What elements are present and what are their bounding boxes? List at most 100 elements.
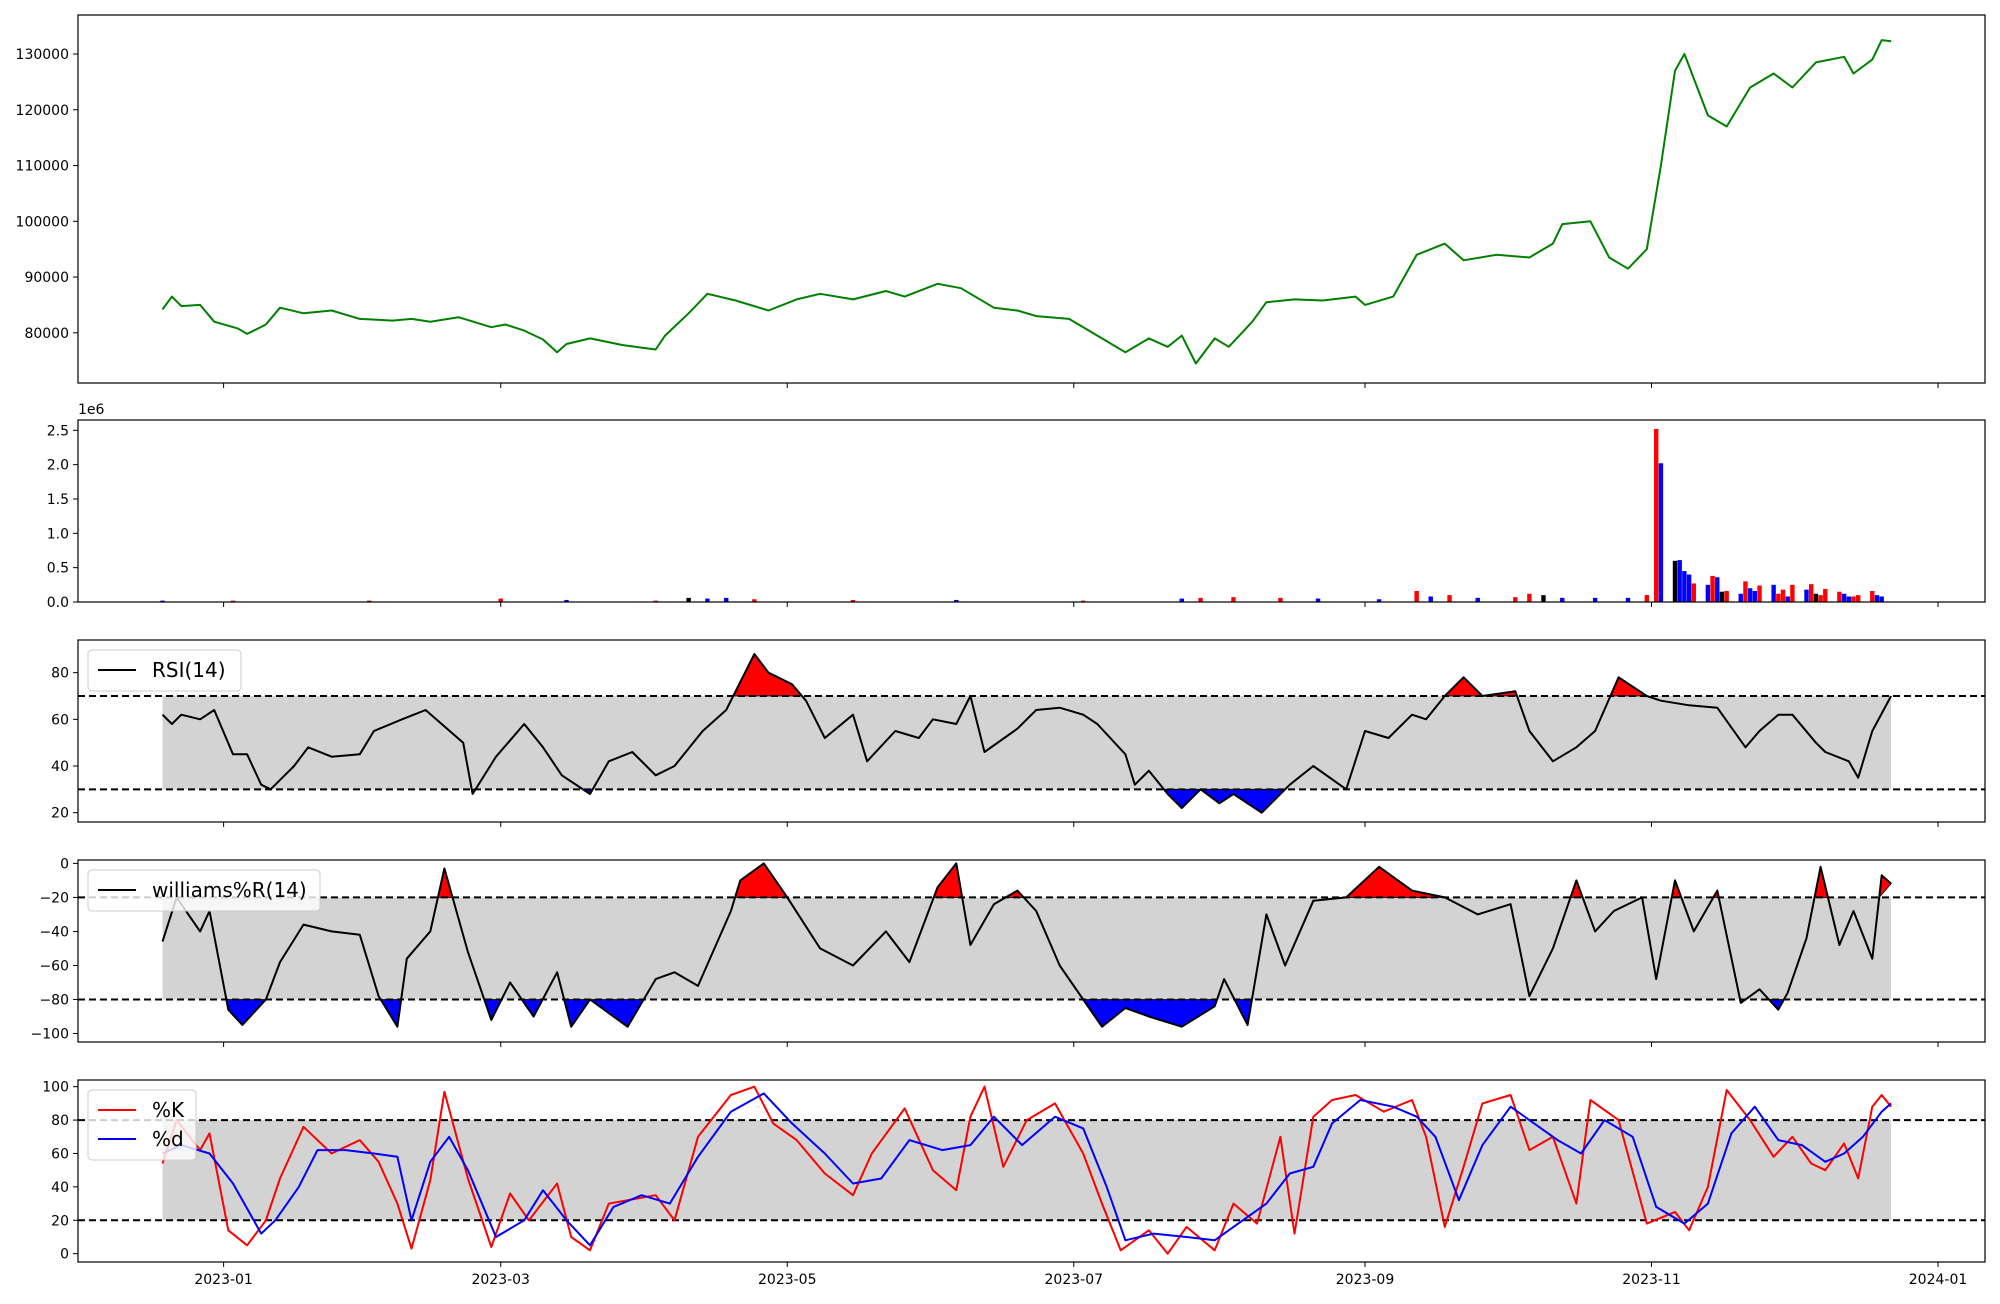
volume-bar bbox=[1691, 583, 1696, 602]
volume-bar bbox=[1475, 597, 1480, 602]
legend: williams%R(14) bbox=[87, 869, 321, 912]
volume-bar bbox=[1560, 597, 1565, 602]
x-tick-label: 2023-11 bbox=[1622, 1272, 1681, 1288]
legend-box bbox=[87, 869, 321, 912]
y-tick-label: 120000 bbox=[16, 103, 69, 119]
legend-box bbox=[87, 1089, 197, 1161]
volume-bar bbox=[1447, 595, 1452, 602]
volume-bar bbox=[653, 600, 658, 602]
series-line bbox=[161, 1085, 1892, 1255]
volume-bar bbox=[1771, 584, 1776, 602]
y-tick-label: −80 bbox=[39, 992, 69, 1008]
volume-bar bbox=[1705, 584, 1711, 602]
legend-label: %K bbox=[152, 1098, 185, 1122]
series-line bbox=[161, 653, 1892, 814]
x-tick-label: 2023-09 bbox=[1336, 1272, 1395, 1288]
y-tick-label: 60 bbox=[51, 712, 69, 728]
y-tick-label: −40 bbox=[39, 924, 69, 940]
volume-bar bbox=[1428, 596, 1433, 602]
overbought-fill bbox=[734, 862, 789, 898]
y-tick-label: 40 bbox=[51, 1180, 69, 1196]
legend: %K %d bbox=[87, 1089, 197, 1161]
volume-bar bbox=[1752, 591, 1758, 602]
x-tick-label: 2023-05 bbox=[758, 1272, 817, 1288]
legend-label: %d bbox=[152, 1127, 184, 1151]
oversold-fill bbox=[1082, 999, 1218, 1028]
x-tick-label: 2023-07 bbox=[1045, 1272, 1104, 1288]
y-tick-label: 60 bbox=[51, 1146, 69, 1162]
y-tick-label: 40 bbox=[51, 759, 69, 775]
oversold-fill bbox=[1163, 788, 1202, 809]
y-tick-label: 100 bbox=[42, 1080, 69, 1096]
volume-bar bbox=[1654, 428, 1659, 602]
y-tick-label: 2.5 bbox=[47, 423, 69, 439]
volume-bar bbox=[1414, 591, 1419, 602]
volume-bar bbox=[1278, 597, 1283, 602]
volume-bar bbox=[1780, 589, 1786, 602]
volume-bar bbox=[723, 597, 729, 602]
neutral-band bbox=[162, 1120, 1892, 1221]
volume-bar bbox=[1785, 596, 1790, 602]
neutral-band bbox=[162, 696, 1892, 790]
legend-label: williams%R(14) bbox=[152, 878, 307, 902]
volume-bar bbox=[752, 599, 757, 602]
volume-bar bbox=[1080, 600, 1086, 602]
panel-williams: −100 −80 −60 −40 −20 0 williams%R(14) bbox=[31, 856, 1986, 1047]
volume-bar bbox=[367, 600, 372, 602]
y-tick-label: 0 bbox=[60, 1247, 69, 1263]
volume-bar bbox=[1724, 591, 1729, 602]
axes-frame bbox=[77, 14, 1986, 384]
y-tick-label: 0.0 bbox=[47, 595, 69, 611]
neutral-band bbox=[162, 897, 1892, 1000]
volume-bar bbox=[1790, 584, 1795, 602]
y-tick-label: 130000 bbox=[16, 47, 69, 63]
volume-bar bbox=[564, 599, 569, 602]
volume-bar bbox=[1804, 589, 1809, 602]
volume-bar bbox=[1874, 595, 1880, 602]
y-tick-label: 90000 bbox=[24, 270, 69, 286]
y-tick-label: 0.5 bbox=[47, 561, 69, 577]
volume-bar bbox=[1682, 571, 1687, 602]
axes-frame bbox=[77, 419, 1986, 603]
axis-offset-label: 1e6 bbox=[78, 402, 105, 418]
series-line bbox=[161, 39, 1892, 365]
volume-bar bbox=[705, 598, 710, 602]
x-tick-label: 2024-01 bbox=[1909, 1272, 1968, 1288]
volume-bar bbox=[1686, 574, 1692, 602]
y-tick-label: 20 bbox=[51, 806, 69, 822]
volume-bar bbox=[230, 600, 236, 602]
volume-bar bbox=[1809, 584, 1814, 602]
volume-bar bbox=[1813, 593, 1819, 602]
volume-bar bbox=[1198, 597, 1203, 602]
y-tick-label: 110000 bbox=[16, 159, 69, 175]
volume-bar bbox=[1823, 588, 1828, 602]
series-line bbox=[162, 1092, 1892, 1247]
volume-bar bbox=[1231, 597, 1236, 602]
volume-bar bbox=[1513, 597, 1518, 602]
volume-bar bbox=[1658, 463, 1664, 602]
legend-label: RSI(14) bbox=[152, 658, 226, 682]
volume-bar bbox=[1747, 588, 1753, 602]
volume-bar bbox=[1592, 597, 1598, 602]
volume-bar bbox=[1757, 585, 1762, 602]
volume-bar bbox=[1837, 591, 1842, 602]
series-line bbox=[161, 862, 1892, 1028]
volume-bar bbox=[1738, 593, 1743, 602]
volume-bar bbox=[1870, 591, 1875, 602]
volume-bar bbox=[498, 598, 503, 602]
volume-bar bbox=[1541, 595, 1546, 602]
volume-bar bbox=[1851, 596, 1856, 602]
y-tick-label: 80 bbox=[51, 666, 69, 682]
y-tick-label: 1.5 bbox=[47, 492, 69, 508]
axes-frame bbox=[77, 859, 1986, 1043]
volume-bar bbox=[1710, 575, 1715, 602]
y-tick-label: 20 bbox=[51, 1213, 69, 1229]
volume-bar bbox=[1879, 596, 1884, 602]
volume-bar bbox=[1625, 597, 1631, 602]
panel-price: 80000 90000 100000 110000 120000 130000 bbox=[16, 14, 1986, 388]
axes-frame bbox=[77, 1079, 1986, 1263]
y-tick-label: −60 bbox=[39, 958, 69, 974]
volume-bar bbox=[1841, 593, 1847, 602]
volume-bar bbox=[850, 599, 856, 602]
